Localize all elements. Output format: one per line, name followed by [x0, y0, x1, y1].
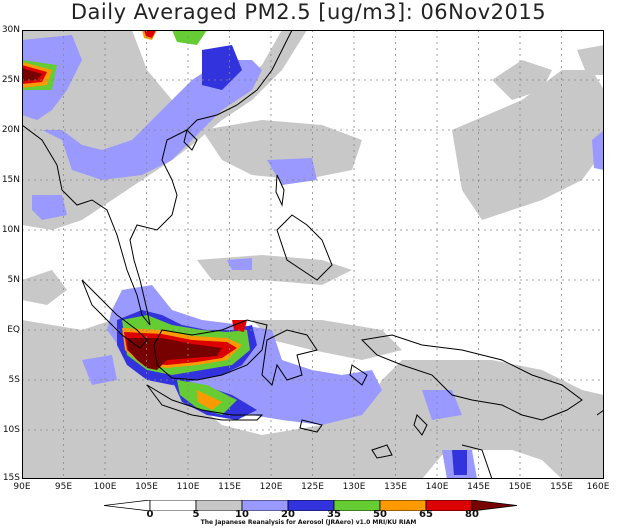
lon-label: 155E: [550, 482, 573, 492]
lon-label: 115E: [218, 482, 241, 492]
grid-lines: [22, 30, 604, 479]
colorbar-label: 65: [419, 509, 433, 520]
lat-label: 20N: [1, 125, 20, 135]
lat-label: 15N: [1, 175, 20, 185]
lat-label: 5S: [8, 375, 20, 385]
lat-label: 30N: [1, 25, 20, 35]
colorbar-label: 50: [373, 509, 387, 520]
lon-label: 100E: [93, 482, 117, 492]
lon-label: 110E: [176, 482, 200, 492]
colorbar-segment: [471, 500, 518, 511]
lon-label: 130E: [342, 482, 366, 492]
colorbar-label: 5: [192, 509, 200, 520]
lat-label: 15S: [2, 473, 20, 483]
lat-label: 25N: [1, 75, 20, 85]
colorbar-label: 20: [281, 509, 295, 520]
colorbar: [104, 500, 518, 511]
colorbar-label: 10: [235, 509, 249, 520]
lat-label: 5N: [7, 275, 20, 285]
credit-text: The Japanese Reanalysis for Aerosol (JRA…: [200, 519, 417, 526]
lon-label: 145E: [467, 482, 490, 492]
lat-label: 10N: [1, 225, 20, 235]
lon-label: 120E: [259, 482, 283, 492]
lon-label: 95E: [54, 482, 73, 492]
colorbar-label: 0: [146, 509, 154, 520]
pm25-darkred-regions: [22, 68, 222, 370]
colorbar-segment: [104, 500, 151, 511]
lon-label: 150E: [508, 482, 532, 492]
map-plot: [22, 30, 604, 479]
lon-label: 90E: [13, 482, 31, 492]
lon-label: 105E: [135, 482, 158, 492]
colorbar-label: 80: [465, 509, 479, 520]
coastlines: [22, 30, 604, 479]
lon-label: 140E: [425, 482, 449, 492]
lon-label: 125E: [301, 482, 324, 492]
lon-label: 160E: [586, 482, 610, 492]
map-title: Daily Averaged PM2.5 [ug/m3]: 06Nov2015: [70, 0, 547, 24]
colorbar-label: 35: [327, 509, 341, 520]
lon-label: 135E: [384, 482, 407, 492]
colorbar-segment: [149, 500, 197, 511]
lat-label: 10S: [2, 425, 20, 435]
lat-label: EQ: [7, 325, 20, 335]
